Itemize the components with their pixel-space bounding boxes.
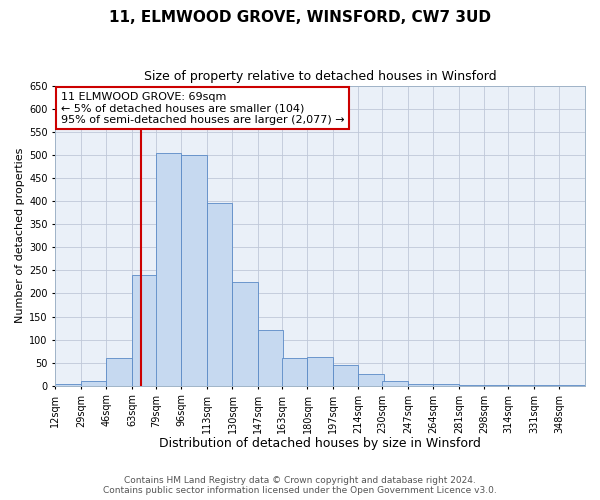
Text: 11, ELMWOOD GROVE, WINSFORD, CW7 3UD: 11, ELMWOOD GROVE, WINSFORD, CW7 3UD: [109, 10, 491, 25]
Bar: [559, 385, 585, 386]
Bar: [307, 356, 333, 386]
Bar: [484, 385, 510, 386]
Bar: [433, 384, 459, 386]
Bar: [459, 385, 484, 386]
X-axis label: Distribution of detached houses by size in Winsford: Distribution of detached houses by size …: [159, 437, 481, 450]
Bar: [156, 152, 181, 386]
Text: 11 ELMWOOD GROVE: 69sqm
← 5% of detached houses are smaller (104)
95% of semi-de: 11 ELMWOOD GROVE: 69sqm ← 5% of detached…: [61, 92, 344, 125]
Bar: [333, 365, 358, 386]
Bar: [258, 330, 283, 386]
Bar: [181, 155, 207, 386]
Bar: [282, 358, 307, 386]
Bar: [408, 384, 433, 386]
Bar: [55, 384, 81, 386]
Bar: [132, 275, 157, 386]
Bar: [232, 282, 258, 386]
Text: Contains HM Land Registry data © Crown copyright and database right 2024.
Contai: Contains HM Land Registry data © Crown c…: [103, 476, 497, 495]
Title: Size of property relative to detached houses in Winsford: Size of property relative to detached ho…: [144, 70, 497, 83]
Bar: [534, 385, 559, 386]
Y-axis label: Number of detached properties: Number of detached properties: [15, 148, 25, 324]
Bar: [508, 385, 534, 386]
Bar: [382, 381, 408, 386]
Bar: [358, 374, 384, 386]
Bar: [81, 381, 106, 386]
Bar: [207, 204, 232, 386]
Bar: [106, 358, 132, 386]
